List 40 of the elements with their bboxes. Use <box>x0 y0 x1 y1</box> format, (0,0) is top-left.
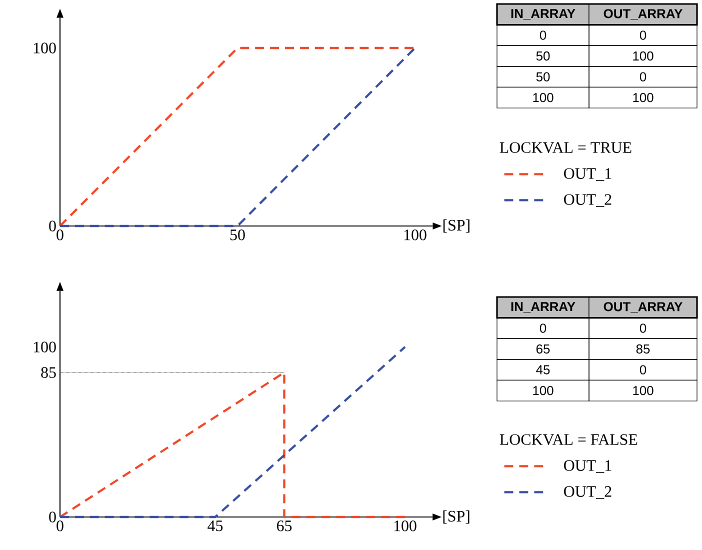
text: 0 <box>640 30 646 40</box>
text: 100 <box>633 93 654 102</box>
x-tick-label: 100 <box>404 230 426 240</box>
text: 50 <box>536 72 550 82</box>
x-axis-title: [SP] <box>443 510 470 524</box>
legend-label: OUT_2 <box>564 194 612 207</box>
y-tick-label: 0 <box>49 512 56 522</box>
y-tick-label: 100 <box>34 42 56 54</box>
text: 0 <box>540 324 546 333</box>
text: 100 <box>533 386 554 396</box>
legend-label: OUT_1 <box>564 168 612 181</box>
legend-label: OUT_1 <box>564 460 612 473</box>
text: 0 <box>640 72 646 82</box>
text: 0 <box>540 30 546 40</box>
category-label: IN_ARRAY <box>511 9 576 20</box>
text: 0 <box>640 324 646 333</box>
legend-label: OUT_2 <box>564 486 612 499</box>
x-tick-label: 0 <box>56 230 64 240</box>
text: 45 <box>536 365 550 374</box>
text: 50 <box>536 51 550 61</box>
text: 85 <box>636 344 650 354</box>
y-tick-label: 100 <box>34 342 56 352</box>
category-label: OUT_ARRAY <box>604 9 683 20</box>
x-tick-label: 45 <box>208 520 223 532</box>
y-tick-label: 0 <box>49 220 56 232</box>
x-tick-label: 65 <box>276 520 292 532</box>
text: 100 <box>633 386 654 396</box>
legend-title: LOCKVAL = FALSE <box>500 434 638 445</box>
y-tick-label: 85 <box>41 367 56 378</box>
text: 65 <box>536 344 550 354</box>
x-tick-label: 0 <box>56 520 64 532</box>
text: 100 <box>633 51 654 61</box>
text: 100 <box>533 93 554 102</box>
category-label: IN_ARRAY <box>511 302 576 313</box>
x-tick-label: 50 <box>230 230 245 240</box>
x-tick-label: 100 <box>394 520 416 532</box>
category-label: OUT_ARRAY <box>604 302 683 313</box>
x-axis-title: [SP] <box>443 219 470 233</box>
legend-title: LOCKVAL = TRUE <box>500 142 632 153</box>
text: 0 <box>640 365 646 374</box>
